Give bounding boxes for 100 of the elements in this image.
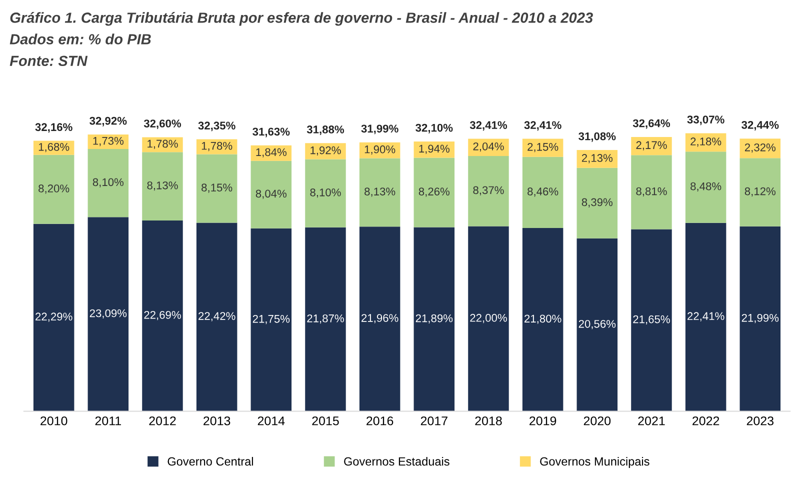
chart-title: Gráfico 1. Carga Tributária Bruta por esfera de governo - Brasil - Anual - 2010 a 2023 (10, 12, 593, 26)
data-label: 20,56% (578, 320, 616, 330)
data-label: 8,37% (473, 186, 504, 196)
data-label: 21,80% (524, 314, 562, 324)
bar (414, 158, 455, 228)
bar (305, 227, 346, 412)
bar (468, 226, 509, 412)
data-label: 23,09% (90, 309, 127, 318)
bar (250, 228, 292, 412)
data-label: 22,42% (198, 312, 236, 322)
data-label: 21,65% (633, 315, 670, 325)
data-label: 8,39% (582, 198, 612, 208)
source-note: Fonte: STN (10, 56, 88, 66)
data-label: 2,18% (690, 138, 722, 147)
total-label: 31,08% (578, 132, 616, 142)
data-label: 8,13% (364, 188, 396, 197)
data-label: 21,75% (252, 314, 290, 324)
data-label: 22,41% (688, 312, 724, 322)
data-label: 2,15% (528, 142, 558, 152)
x-tick-label: 2014 (258, 416, 285, 426)
bar (468, 138, 509, 156)
data-label: 21,99% (742, 314, 779, 324)
total-label: 32,64% (632, 119, 670, 129)
data-label: 1,94% (419, 144, 450, 154)
x-tick-label: 2020 (584, 416, 611, 426)
x-tick-label: 2017 (420, 416, 448, 426)
data-label: 21,96% (362, 314, 398, 324)
bar (576, 168, 618, 238)
x-tick-label: 2018 (475, 416, 502, 426)
data-label: 1,90% (364, 145, 396, 155)
bar (33, 154, 74, 224)
data-label: 1,78% (202, 142, 232, 152)
total-label: 32,35% (198, 122, 236, 132)
bar (196, 222, 238, 412)
data-label: 8,20% (38, 184, 70, 194)
data-label: 21,87% (307, 314, 344, 324)
x-tick-label: 2011 (95, 416, 121, 426)
total-label: 32,60% (144, 120, 182, 130)
bar (142, 152, 183, 221)
bar (631, 229, 672, 412)
total-label: 32,41% (524, 121, 562, 131)
legend-label: Governos Estaduais (344, 456, 450, 466)
bar (740, 158, 781, 226)
x-tick-label: 2013 (204, 416, 230, 426)
data-label: 1,78% (148, 140, 178, 149)
bar (740, 138, 781, 158)
data-label: 2,13% (582, 154, 612, 164)
total-label: 32,16% (35, 123, 72, 133)
bar (576, 150, 618, 168)
data-label: 1,73% (93, 136, 124, 146)
x-tick-label: 2012 (149, 416, 176, 426)
data-label: 8,04% (256, 190, 287, 199)
bar (142, 137, 183, 152)
data-label: 8,15% (202, 184, 232, 193)
bar (631, 155, 672, 230)
legend-label: Governos Municipais (540, 456, 650, 468)
data-label: 8,26% (418, 188, 450, 197)
data-label: 8,10% (92, 178, 124, 188)
x-tick-label: 2023 (746, 416, 774, 426)
data-label: 8,12% (744, 187, 776, 197)
total-label: 31,63% (252, 128, 290, 138)
total-label: 32,41% (470, 121, 508, 131)
data-label: 22,29% (36, 312, 72, 322)
data-label: 8,13% (147, 181, 178, 191)
bar (414, 141, 455, 158)
bar (196, 154, 238, 223)
bar (631, 136, 672, 156)
bar (522, 228, 564, 412)
chart-subtitle: Dados em: % do PIB (10, 34, 151, 44)
bar (359, 226, 400, 412)
total-label: 31,88% (306, 126, 344, 136)
bar (522, 138, 564, 157)
bar (33, 224, 74, 412)
bar (305, 159, 346, 228)
data-label: 1,92% (310, 146, 341, 156)
bar (522, 156, 564, 228)
data-label: 8,81% (636, 187, 667, 197)
legend-label: Governo Central (168, 456, 253, 466)
data-label: 2,17% (636, 141, 667, 150)
data-label: 1,84% (256, 148, 287, 158)
data-label: 2,04% (473, 142, 504, 152)
data-label: 8,10% (310, 188, 341, 198)
data-label: 1,68% (38, 142, 70, 152)
bar (88, 217, 129, 412)
total-label: 31,99% (361, 124, 398, 134)
data-label: 21,89% (416, 314, 453, 324)
bar (685, 222, 726, 412)
bar (685, 133, 726, 152)
total-label: 32,10% (416, 124, 453, 134)
bar (250, 160, 292, 228)
x-tick-label: 2010 (40, 416, 68, 426)
total-label: 32,44% (742, 120, 779, 130)
total-label: 33,07% (687, 116, 724, 126)
bar (576, 238, 618, 412)
bar (740, 226, 781, 412)
bar (414, 227, 455, 412)
data-label: 22,69% (144, 310, 181, 320)
x-tick-label: 2021 (638, 416, 665, 426)
bar (88, 149, 129, 218)
total-label: 32,92% (90, 116, 127, 126)
